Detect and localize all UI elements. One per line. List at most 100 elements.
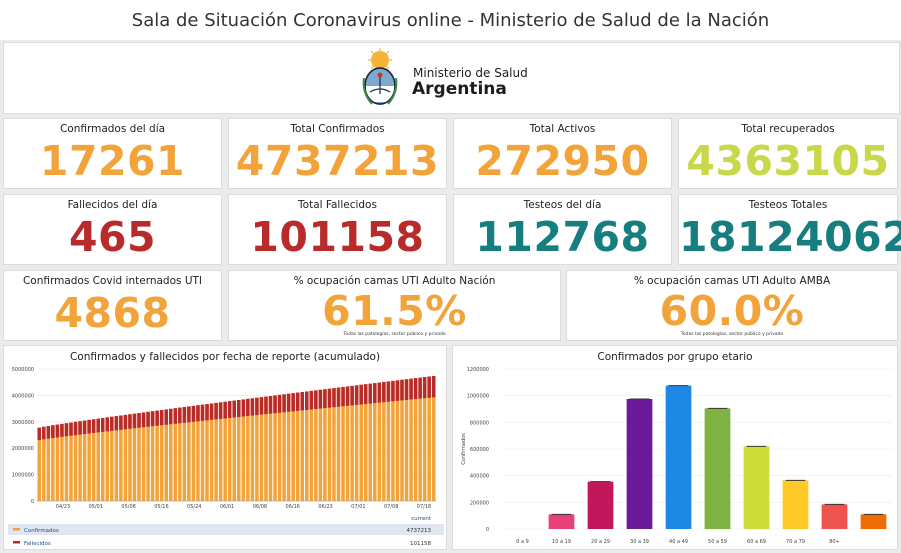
fallecidos-bar <box>291 393 295 412</box>
confirmados-bar <box>295 392 300 501</box>
confirmados-bar <box>64 423 69 501</box>
kpi-label: Total Activos <box>529 123 596 135</box>
kpi-value: 4868 <box>54 289 171 337</box>
x-tick-label: 05/01 <box>89 504 103 510</box>
fallecidos-bar <box>196 405 200 422</box>
confirmados-bar <box>413 378 418 501</box>
fallecidos-bar <box>255 397 259 416</box>
kpi-ocupacion-amba: % ocupación camas UTI Adulto AMBA 60.0% … <box>566 270 898 341</box>
fallecidos-bar <box>323 389 327 409</box>
confirmados-bar <box>96 418 100 501</box>
confirmados-bar <box>46 426 51 501</box>
fallecidos-bar <box>209 403 214 420</box>
legend-series-value: 101158 <box>410 541 431 547</box>
confirmados-bar <box>105 417 110 501</box>
fallecidos-bar <box>368 383 373 404</box>
fallecidos-bar <box>264 396 268 415</box>
fallecidos-bar <box>427 376 431 398</box>
kpi-value: 17261 <box>39 137 186 185</box>
fallecidos-bar <box>87 419 91 434</box>
fallecidos-bar <box>422 377 427 399</box>
fallecidos-bar <box>395 380 400 401</box>
argentina-coat-of-arms-icon <box>362 48 398 105</box>
confirmados-bar <box>341 386 345 501</box>
confirmados-bar <box>191 405 196 501</box>
confirmados-bar <box>354 385 359 501</box>
chart-title: Confirmados y fallecidos por fecha de re… <box>69 351 381 363</box>
confirmados-bar <box>137 413 141 501</box>
kpi-label: Fallecidos del día <box>67 199 158 211</box>
fallecidos-bar <box>55 424 60 438</box>
kpi-total-activos: Total Activos 272950 <box>453 118 672 189</box>
y-tick-label: 600000 <box>470 447 489 453</box>
kpi-total-recuperados: Total recuperados 4363105 <box>678 118 898 189</box>
kpi-value: 272950 <box>475 137 650 185</box>
confirmados-bar <box>87 419 91 501</box>
fallecidos-bar <box>141 412 146 428</box>
confirmados-bar <box>309 390 314 501</box>
age-bar <box>587 481 614 529</box>
fallecidos-bar <box>191 405 196 422</box>
y-tick-label: 0 <box>31 499 34 505</box>
ministry-name: Ministerio de Salud <box>413 66 528 80</box>
confirmados-bar <box>422 377 427 501</box>
fallecidos-bar <box>137 413 141 428</box>
kpi-fallecidos-dia: Fallecidos del día 465 <box>3 194 222 265</box>
confirmados-bar <box>187 406 191 501</box>
confirmados-bar <box>300 392 305 501</box>
confirmados-bar <box>318 389 323 501</box>
confirmados-bar <box>232 400 237 501</box>
y-tick-label: 4000000 <box>12 393 34 399</box>
page-title: Sala de Situación Coronavirus online - M… <box>0 0 901 40</box>
fallecidos-bar <box>146 411 150 427</box>
x-tick-label: 06/01 <box>220 504 234 510</box>
kpi-note: Todas las patologías, sector público y p… <box>680 332 784 337</box>
x-tick-label: 60 a 69 <box>747 539 766 545</box>
fallecidos-bar <box>64 423 69 437</box>
fallecidos-bar <box>341 386 345 407</box>
confirmados-bar <box>377 382 382 501</box>
fallecidos-bar <box>119 415 123 430</box>
y-tick-label: 1000000 <box>467 394 489 400</box>
confirmados-bar <box>323 389 327 501</box>
confirmados-bar <box>141 412 146 501</box>
fallecidos-bar <box>60 423 64 437</box>
x-tick-label: 07/01 <box>351 504 365 510</box>
fallecidos-bar <box>69 422 73 436</box>
confirmados-bar <box>305 391 309 501</box>
kpi-label: % ocupación camas UTI Adulto Nación <box>293 275 496 287</box>
age-group-chart: 0 200000 400000 600000 800000 1000000 1200000 C… <box>461 367 893 545</box>
kpi-total-confirmados: Total Confirmados 4737213 <box>228 118 447 189</box>
chart-age-panel: Confirmados por grupo etario 0 200000 4000… <box>452 345 898 550</box>
confirmados-bar <box>182 407 187 501</box>
fallecidos-bar <box>277 394 282 413</box>
fallecidos-bar <box>350 385 354 406</box>
fallecidos-bar <box>354 385 359 405</box>
kpi-testeos-dia: Testeos del día 112768 <box>453 194 672 265</box>
y-tick-label: 5000000 <box>12 367 34 373</box>
confirmados-bar <box>91 419 96 501</box>
kpi-value: 4737213 <box>235 137 440 185</box>
fallecidos-bar <box>37 427 42 441</box>
confirmados-bar <box>200 404 205 501</box>
fallecidos-bar <box>236 400 241 417</box>
x-tick-label: 20 a 29 <box>591 539 610 545</box>
x-tick-label: 05/08 <box>121 504 135 510</box>
fallecidos-bar <box>282 394 286 413</box>
confirmados-bar <box>391 380 395 501</box>
x-tick-label: 0 a 9 <box>516 539 529 545</box>
fallecidos-bar <box>200 404 205 421</box>
fallecidos-bar <box>345 386 350 406</box>
fallecidos-bar <box>164 409 168 425</box>
age-bar <box>782 480 809 529</box>
y-tick-label: 200000 <box>470 500 489 506</box>
logo-panel: Ministerio de Salud Argentina <box>3 42 900 114</box>
fallecidos-bar <box>132 413 137 429</box>
fallecidos-bar <box>273 395 277 414</box>
fallecidos-bar <box>128 414 132 429</box>
confirmados-bar <box>382 381 386 501</box>
fallecidos-bar <box>377 382 382 403</box>
confirmados-bar <box>427 376 431 501</box>
confirmados-bar <box>241 399 246 501</box>
fallecidos-bar <box>409 378 413 400</box>
